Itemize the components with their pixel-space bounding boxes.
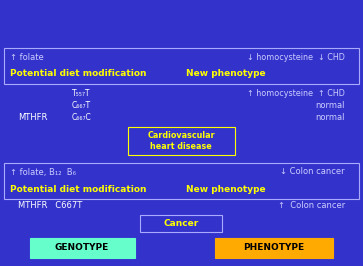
FancyBboxPatch shape [4,163,359,199]
FancyBboxPatch shape [128,127,235,155]
Text: ↑ folate, B₁₂  B₆: ↑ folate, B₁₂ B₆ [10,168,76,177]
FancyBboxPatch shape [4,48,359,84]
FancyBboxPatch shape [30,238,135,258]
Text: ↑ folate: ↑ folate [10,52,44,61]
Text: normal: normal [315,113,345,122]
Text: ↓ homocysteine  ↓ CHD: ↓ homocysteine ↓ CHD [247,52,345,61]
Text: ↑ homocysteine  ↑ CHD: ↑ homocysteine ↑ CHD [247,89,345,98]
Text: T₅₅₇T: T₅₅₇T [72,89,90,98]
Text: GENOTYPE: GENOTYPE [55,243,109,252]
FancyBboxPatch shape [215,238,333,258]
Text: MTHFR   C667T: MTHFR C667T [18,202,82,210]
Text: normal: normal [315,101,345,110]
Text: C₆₆₇C: C₆₆₇C [72,113,92,122]
Text: PHENOTYPE: PHENOTYPE [244,243,305,252]
Text: Potential diet modification: Potential diet modification [10,185,147,193]
Text: ↓ Colon cancer: ↓ Colon cancer [280,168,345,177]
Text: C₆₆₇T: C₆₆₇T [72,101,91,110]
Text: Cardiovascular
heart disease: Cardiovascular heart disease [147,131,215,151]
Text: MTHFR: MTHFR [18,113,48,122]
FancyBboxPatch shape [140,215,222,232]
Text: Cancer: Cancer [163,219,199,228]
Text: New phenotype: New phenotype [186,69,266,78]
Text: New phenotype: New phenotype [186,185,266,193]
Text: Potential diet modification: Potential diet modification [10,69,147,78]
Text: ↑  Colon cancer: ↑ Colon cancer [278,202,345,210]
